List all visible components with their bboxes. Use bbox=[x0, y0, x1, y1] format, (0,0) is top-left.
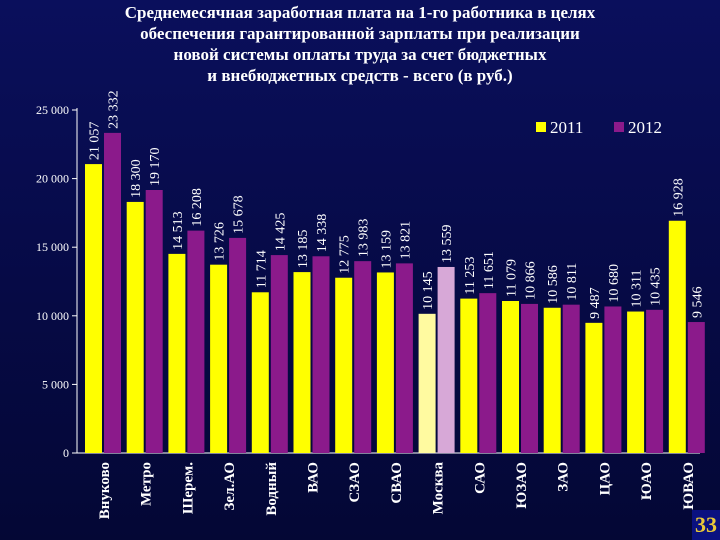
category-labels: Внуково Метро Шерем. Зел.АО Водный ВАО СЗАО СВА… bbox=[97, 462, 697, 520]
bar-value-label: 11 651 bbox=[482, 251, 497, 289]
bars bbox=[85, 132, 705, 454]
category-label: Водный bbox=[264, 462, 280, 516]
bar-value-label: 11 253 bbox=[463, 257, 478, 295]
title-line-3: новой системы оплаты труда за счет бюдже… bbox=[173, 45, 547, 64]
bar-value-label: 10 311 bbox=[630, 270, 645, 308]
title-line-1: Среднемесячная заработная плата на 1-го … bbox=[124, 3, 596, 22]
bar-2012 bbox=[604, 306, 622, 453]
bar-2011 bbox=[251, 292, 269, 453]
title-line-2: обеспечения гарантированной зарплаты при… bbox=[140, 24, 580, 43]
legend-label-2012: 2012 bbox=[628, 118, 662, 137]
bar-value-label: 13 185 bbox=[296, 230, 311, 269]
bar-2011 bbox=[418, 313, 436, 453]
bar-value-label: 21 057 bbox=[88, 122, 103, 161]
bar-value-label: 16 208 bbox=[190, 188, 205, 227]
bar-2012 bbox=[437, 266, 455, 453]
bar-2012 bbox=[270, 255, 288, 453]
bar-value-label: 16 928 bbox=[671, 178, 686, 217]
bar-value-label: 13 821 bbox=[398, 221, 413, 260]
bar-value-label: 15 678 bbox=[232, 195, 247, 234]
bar-2011 bbox=[126, 201, 144, 453]
bar-value-label: 14 338 bbox=[315, 214, 330, 253]
bar-value-label: 10 680 bbox=[607, 264, 622, 303]
legend-swatch-2012 bbox=[614, 122, 624, 132]
bar-2012 bbox=[646, 309, 664, 453]
legend-label-2011: 2011 bbox=[550, 118, 583, 137]
category-label: САО bbox=[472, 462, 488, 494]
bar-value-label: 13 559 bbox=[440, 224, 455, 263]
bar-2012 bbox=[562, 304, 580, 453]
bar-2011 bbox=[293, 272, 311, 453]
y-tick-label: 10 000 bbox=[36, 309, 69, 323]
category-label: СВАО bbox=[389, 462, 405, 504]
bar-2012 bbox=[104, 132, 121, 454]
bar-2011 bbox=[460, 298, 478, 453]
chart-title: Среднемесячная заработная плата на 1-го … bbox=[0, 2, 720, 86]
bar-2011 bbox=[376, 272, 394, 453]
bar-value-label: 13 726 bbox=[213, 222, 228, 261]
bar-value-label: 11 714 bbox=[254, 250, 269, 288]
bar-value-label: 12 775 bbox=[338, 235, 353, 274]
category-label: ВАО bbox=[306, 462, 322, 493]
title-line-4: и внебюджетных средств - всего (в руб.) bbox=[207, 66, 513, 85]
bar-2012 bbox=[479, 293, 497, 453]
bar-2011 bbox=[168, 253, 186, 453]
bar-2011 bbox=[502, 300, 519, 453]
category-label: Внуково bbox=[97, 462, 113, 519]
category-label: Шерем. bbox=[180, 462, 196, 514]
bar-value-label: 13 159 bbox=[379, 230, 394, 269]
y-tick-label: 15 000 bbox=[36, 240, 69, 254]
y-tick-label: 0 bbox=[63, 446, 69, 460]
bar-2012 bbox=[687, 322, 705, 453]
y-tick-label: 20 000 bbox=[36, 172, 69, 186]
category-label: Москва bbox=[431, 462, 447, 515]
bar-2011 bbox=[543, 307, 561, 453]
bar-value-label: 18 300 bbox=[129, 159, 144, 198]
bar-2011 bbox=[585, 322, 603, 453]
bar-value-label: 14 513 bbox=[171, 211, 186, 250]
legend-swatch-2011 bbox=[536, 122, 546, 132]
legend: 2011 2012 bbox=[536, 118, 662, 137]
category-label: СЗАО bbox=[347, 462, 363, 503]
page-number: 33 bbox=[692, 510, 720, 540]
bar-2011 bbox=[85, 164, 102, 453]
category-label: ЦАО bbox=[597, 462, 613, 495]
bar-2011 bbox=[668, 220, 686, 453]
bar-value-label: 9 546 bbox=[690, 287, 705, 319]
bar-2011 bbox=[210, 264, 228, 453]
bar-2011 bbox=[627, 311, 645, 453]
category-label: ЮАО bbox=[639, 462, 655, 500]
bar-2012 bbox=[187, 230, 205, 453]
category-label: ЗАО bbox=[556, 462, 572, 492]
category-label: Метро bbox=[139, 462, 155, 506]
bar-2012 bbox=[145, 189, 163, 453]
category-label: ЮВАО bbox=[681, 462, 697, 510]
bar-value-label: 23 332 bbox=[107, 90, 122, 129]
y-tick-label: 25 000 bbox=[36, 103, 69, 117]
bar-value-label: 14 425 bbox=[273, 213, 288, 252]
y-tick-label: 5 000 bbox=[42, 377, 69, 391]
bar-value-label: 10 811 bbox=[565, 263, 580, 301]
bar-value-labels: 21 057 23 332 18 300 19 170 14 513 16 208 13 7… bbox=[88, 90, 706, 318]
bar-value-label: 11 079 bbox=[505, 259, 520, 297]
bar-value-label: 13 983 bbox=[357, 219, 372, 258]
bar-value-label: 19 170 bbox=[148, 147, 163, 186]
bar-value-label: 10 435 bbox=[649, 267, 664, 306]
category-label: Зел.АО bbox=[222, 462, 238, 511]
bar-2012 bbox=[229, 237, 247, 453]
bar-value-label: 9 487 bbox=[588, 287, 603, 319]
bar-2012 bbox=[521, 303, 538, 453]
bar-value-label: 10 145 bbox=[421, 271, 436, 310]
bar-2012 bbox=[312, 256, 330, 453]
bar-value-label: 10 586 bbox=[546, 265, 561, 304]
bar-2012 bbox=[395, 263, 413, 453]
bar-2012 bbox=[354, 261, 372, 453]
category-label: ЮЗАО bbox=[514, 462, 530, 509]
bar-2011 bbox=[335, 277, 353, 453]
bar-value-label: 10 866 bbox=[524, 261, 539, 300]
